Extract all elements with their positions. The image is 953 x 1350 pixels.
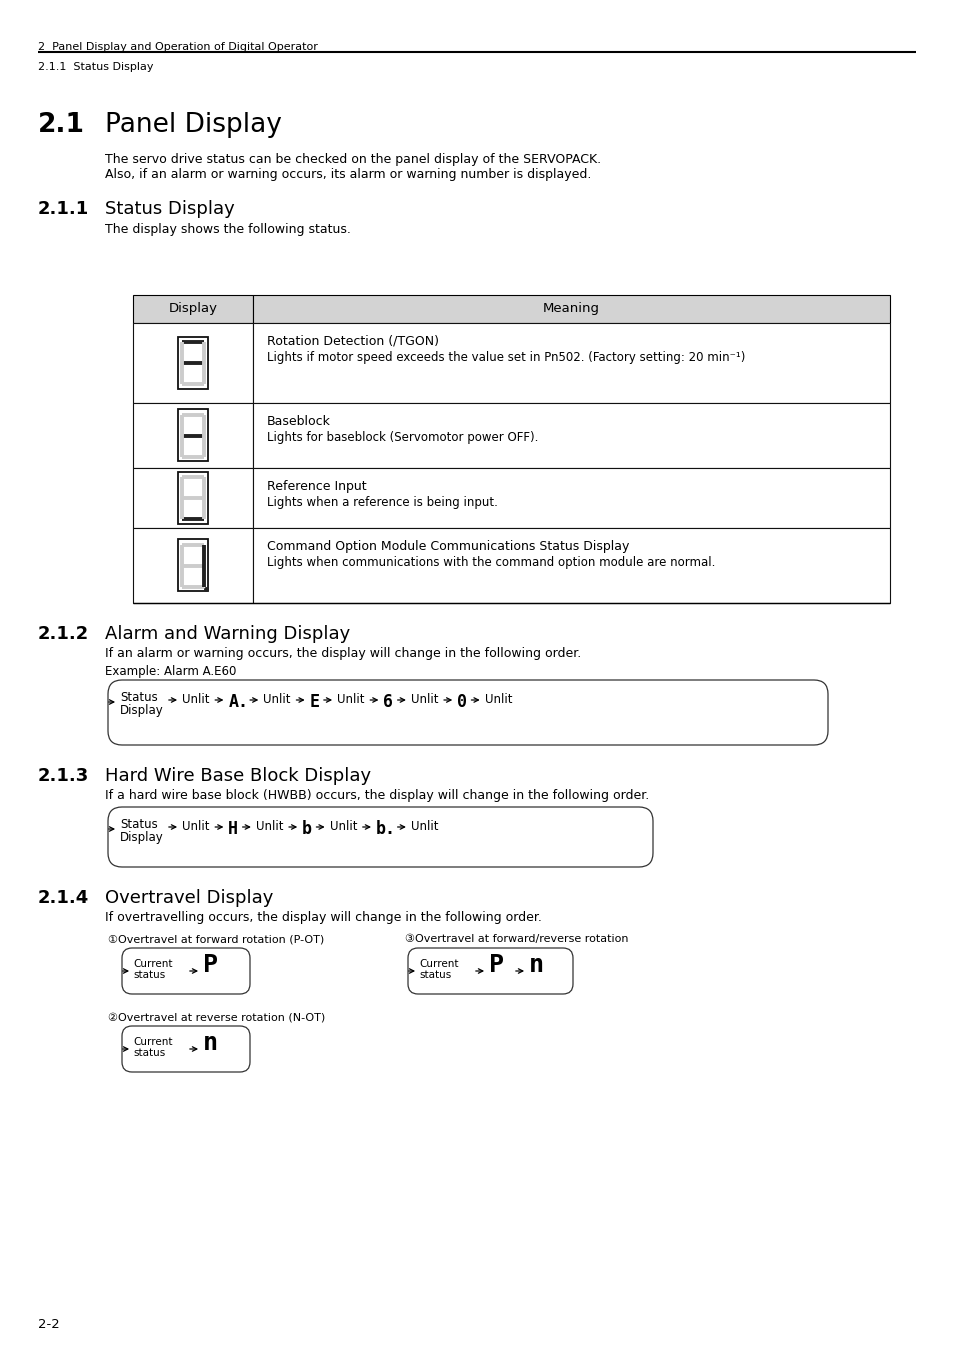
Text: b.: b. [375, 819, 395, 838]
Text: Hard Wire Base Block Display: Hard Wire Base Block Display [105, 767, 371, 784]
Bar [178, 472, 208, 524]
Text: Overtravel Display: Overtravel Display [105, 890, 274, 907]
Bar [132, 404, 253, 468]
Text: Command Option Module Communications Status Display: Command Option Module Communications Sta… [267, 540, 629, 553]
Text: 2.1: 2.1 [38, 112, 85, 138]
Text: Status: Status [120, 818, 157, 832]
Text: 2.1.1  Status Display: 2.1.1 Status Display [38, 62, 153, 72]
Text: status: status [132, 971, 165, 980]
Text: Unlit: Unlit [255, 819, 283, 833]
Text: b: b [302, 819, 312, 838]
FancyBboxPatch shape [108, 807, 652, 867]
Text: 0: 0 [456, 693, 467, 711]
Text: Display: Display [169, 302, 217, 315]
Text: ③Overtravel at forward/reverse rotation: ③Overtravel at forward/reverse rotation [405, 934, 628, 944]
Text: ②Overtravel at reverse rotation (N-OT): ②Overtravel at reverse rotation (N-OT) [108, 1012, 325, 1022]
FancyBboxPatch shape [408, 948, 573, 994]
Bar [132, 296, 253, 323]
Text: Rotation Detection (/TGON): Rotation Detection (/TGON) [267, 335, 438, 348]
Text: Unlit: Unlit [329, 819, 356, 833]
Text: Reference Input: Reference Input [267, 481, 366, 493]
Text: Current: Current [418, 958, 458, 969]
Text: Display: Display [120, 703, 164, 717]
Text: Display: Display [120, 832, 164, 844]
Text: The display shows the following status.: The display shows the following status. [105, 223, 351, 236]
Text: E: E [310, 693, 319, 711]
Text: Current: Current [132, 958, 172, 969]
Bar [253, 296, 889, 323]
Text: If an alarm or warning occurs, the display will change in the following order.: If an alarm or warning occurs, the displ… [105, 647, 580, 660]
Text: Status Display: Status Display [105, 200, 234, 217]
Bar [178, 338, 208, 389]
Text: If overtravelling occurs, the display will change in the following order.: If overtravelling occurs, the display wi… [105, 911, 541, 923]
Text: 2.1.1: 2.1.1 [38, 200, 90, 217]
Bar [132, 323, 253, 404]
Text: Unlit: Unlit [484, 693, 512, 706]
Text: status: status [418, 971, 451, 980]
Text: Unlit: Unlit [182, 819, 210, 833]
FancyBboxPatch shape [108, 680, 827, 745]
Bar [178, 540, 208, 591]
Text: Unlit: Unlit [411, 819, 437, 833]
Text: 6: 6 [383, 693, 393, 711]
Bar [253, 528, 889, 603]
Text: Unlit: Unlit [263, 693, 291, 706]
Text: Panel Display: Panel Display [105, 112, 281, 138]
Text: Lights when a reference is being input.: Lights when a reference is being input. [267, 495, 497, 509]
Text: Unlit: Unlit [182, 693, 210, 706]
Bar [132, 528, 253, 603]
Text: P: P [203, 953, 218, 977]
Text: Baseblock: Baseblock [267, 414, 331, 428]
Text: 2  Panel Display and Operation of Digital Operator: 2 Panel Display and Operation of Digital… [38, 42, 317, 53]
Text: 2.1.4: 2.1.4 [38, 890, 90, 907]
Text: 2-2: 2-2 [38, 1318, 60, 1331]
Text: Example: Alarm A.E60: Example: Alarm A.E60 [105, 666, 236, 678]
Text: Alarm and Warning Display: Alarm and Warning Display [105, 625, 350, 643]
Text: Unlit: Unlit [411, 693, 437, 706]
Text: Lights for baseblock (Servomotor power OFF).: Lights for baseblock (Servomotor power O… [267, 431, 537, 444]
Bar [253, 468, 889, 528]
Text: status: status [132, 1048, 165, 1058]
Bar [253, 404, 889, 468]
Text: Also, if an alarm or warning occurs, its alarm or warning number is displayed.: Also, if an alarm or warning occurs, its… [105, 167, 591, 181]
Text: 2.1.3: 2.1.3 [38, 767, 90, 784]
Text: Current: Current [132, 1037, 172, 1048]
Text: Lights when communications with the command option module are normal.: Lights when communications with the comm… [267, 556, 715, 568]
Bar [253, 323, 889, 404]
Text: n: n [529, 953, 543, 977]
Text: ①Overtravel at forward rotation (P-OT): ①Overtravel at forward rotation (P-OT) [108, 934, 324, 944]
Text: The servo drive status can be checked on the panel display of the SERVOPACK.: The servo drive status can be checked on… [105, 153, 600, 166]
Text: Unlit: Unlit [336, 693, 364, 706]
FancyBboxPatch shape [122, 1026, 250, 1072]
Text: 2.1.2: 2.1.2 [38, 625, 90, 643]
Text: n: n [203, 1031, 218, 1054]
Text: If a hard wire base block (HWBB) occurs, the display will change in the followin: If a hard wire base block (HWBB) occurs,… [105, 788, 649, 802]
Bar [178, 409, 208, 462]
Text: A.: A. [228, 693, 248, 711]
Text: Lights if motor speed exceeds the value set in Pn502. (Factory setting: 20 min⁻¹: Lights if motor speed exceeds the value … [267, 351, 744, 364]
Text: Status: Status [120, 691, 157, 703]
Text: H: H [228, 819, 238, 838]
Text: Meaning: Meaning [542, 302, 599, 315]
Text: P: P [489, 953, 503, 977]
Bar [132, 468, 253, 528]
FancyBboxPatch shape [122, 948, 250, 994]
